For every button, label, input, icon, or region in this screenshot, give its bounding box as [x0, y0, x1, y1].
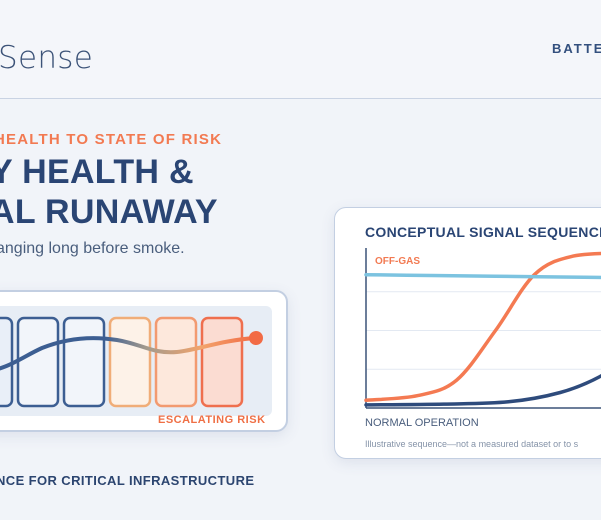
- risk-cell-6: [200, 316, 244, 408]
- hero-tagline: NCE FOR CRITICAL INFRASTRUCTURE: [0, 473, 255, 488]
- hero-headline: Y HEALTH & AL RUNAWAY: [0, 152, 218, 232]
- series-line-3: [364, 373, 601, 407]
- risk-curve: [0, 336, 258, 371]
- series-line-2: [364, 272, 601, 280]
- risk-cells-graphic: [0, 316, 263, 408]
- signal-chart: [364, 248, 601, 409]
- risk-cell-2: [16, 316, 60, 408]
- risk-label: ESCALATING RISK: [158, 414, 266, 426]
- chart-footnote: Illustrative sequence—not a measured dat…: [365, 439, 579, 449]
- risk-cell-3: [62, 316, 106, 408]
- chart-title: CONCEPTUAL SIGNAL SEQUENCE: [365, 224, 601, 240]
- signal-sequence-card: CONCEPTUAL SIGNAL SEQUENCE OFF-GAS NORMA…: [334, 207, 601, 459]
- risk-cell-5: [154, 316, 198, 408]
- hero-eyebrow: HEALTH TO STATE OF RISK: [0, 131, 223, 148]
- risk-endpoint: [249, 331, 263, 345]
- hero-subtext: anging long before smoke.: [0, 240, 185, 257]
- x-axis-label: NORMAL OPERATION: [365, 417, 479, 429]
- headline-line-1: Y HEALTH &: [0, 153, 194, 191]
- nav-link-battery[interactable]: BATTE: [552, 41, 601, 56]
- series-line-1: [364, 251, 601, 402]
- risk-progression-card: ESCALATING RISK: [0, 290, 288, 432]
- risk-cell-4: [108, 316, 152, 408]
- headline-line-2: AL RUNAWAY: [0, 193, 218, 231]
- series-label-off-gas: OFF-GAS: [375, 256, 420, 267]
- site-header: Sense BATTE: [0, 0, 601, 99]
- brand-logo[interactable]: Sense: [0, 40, 94, 76]
- risk-cell-1: [0, 316, 14, 408]
